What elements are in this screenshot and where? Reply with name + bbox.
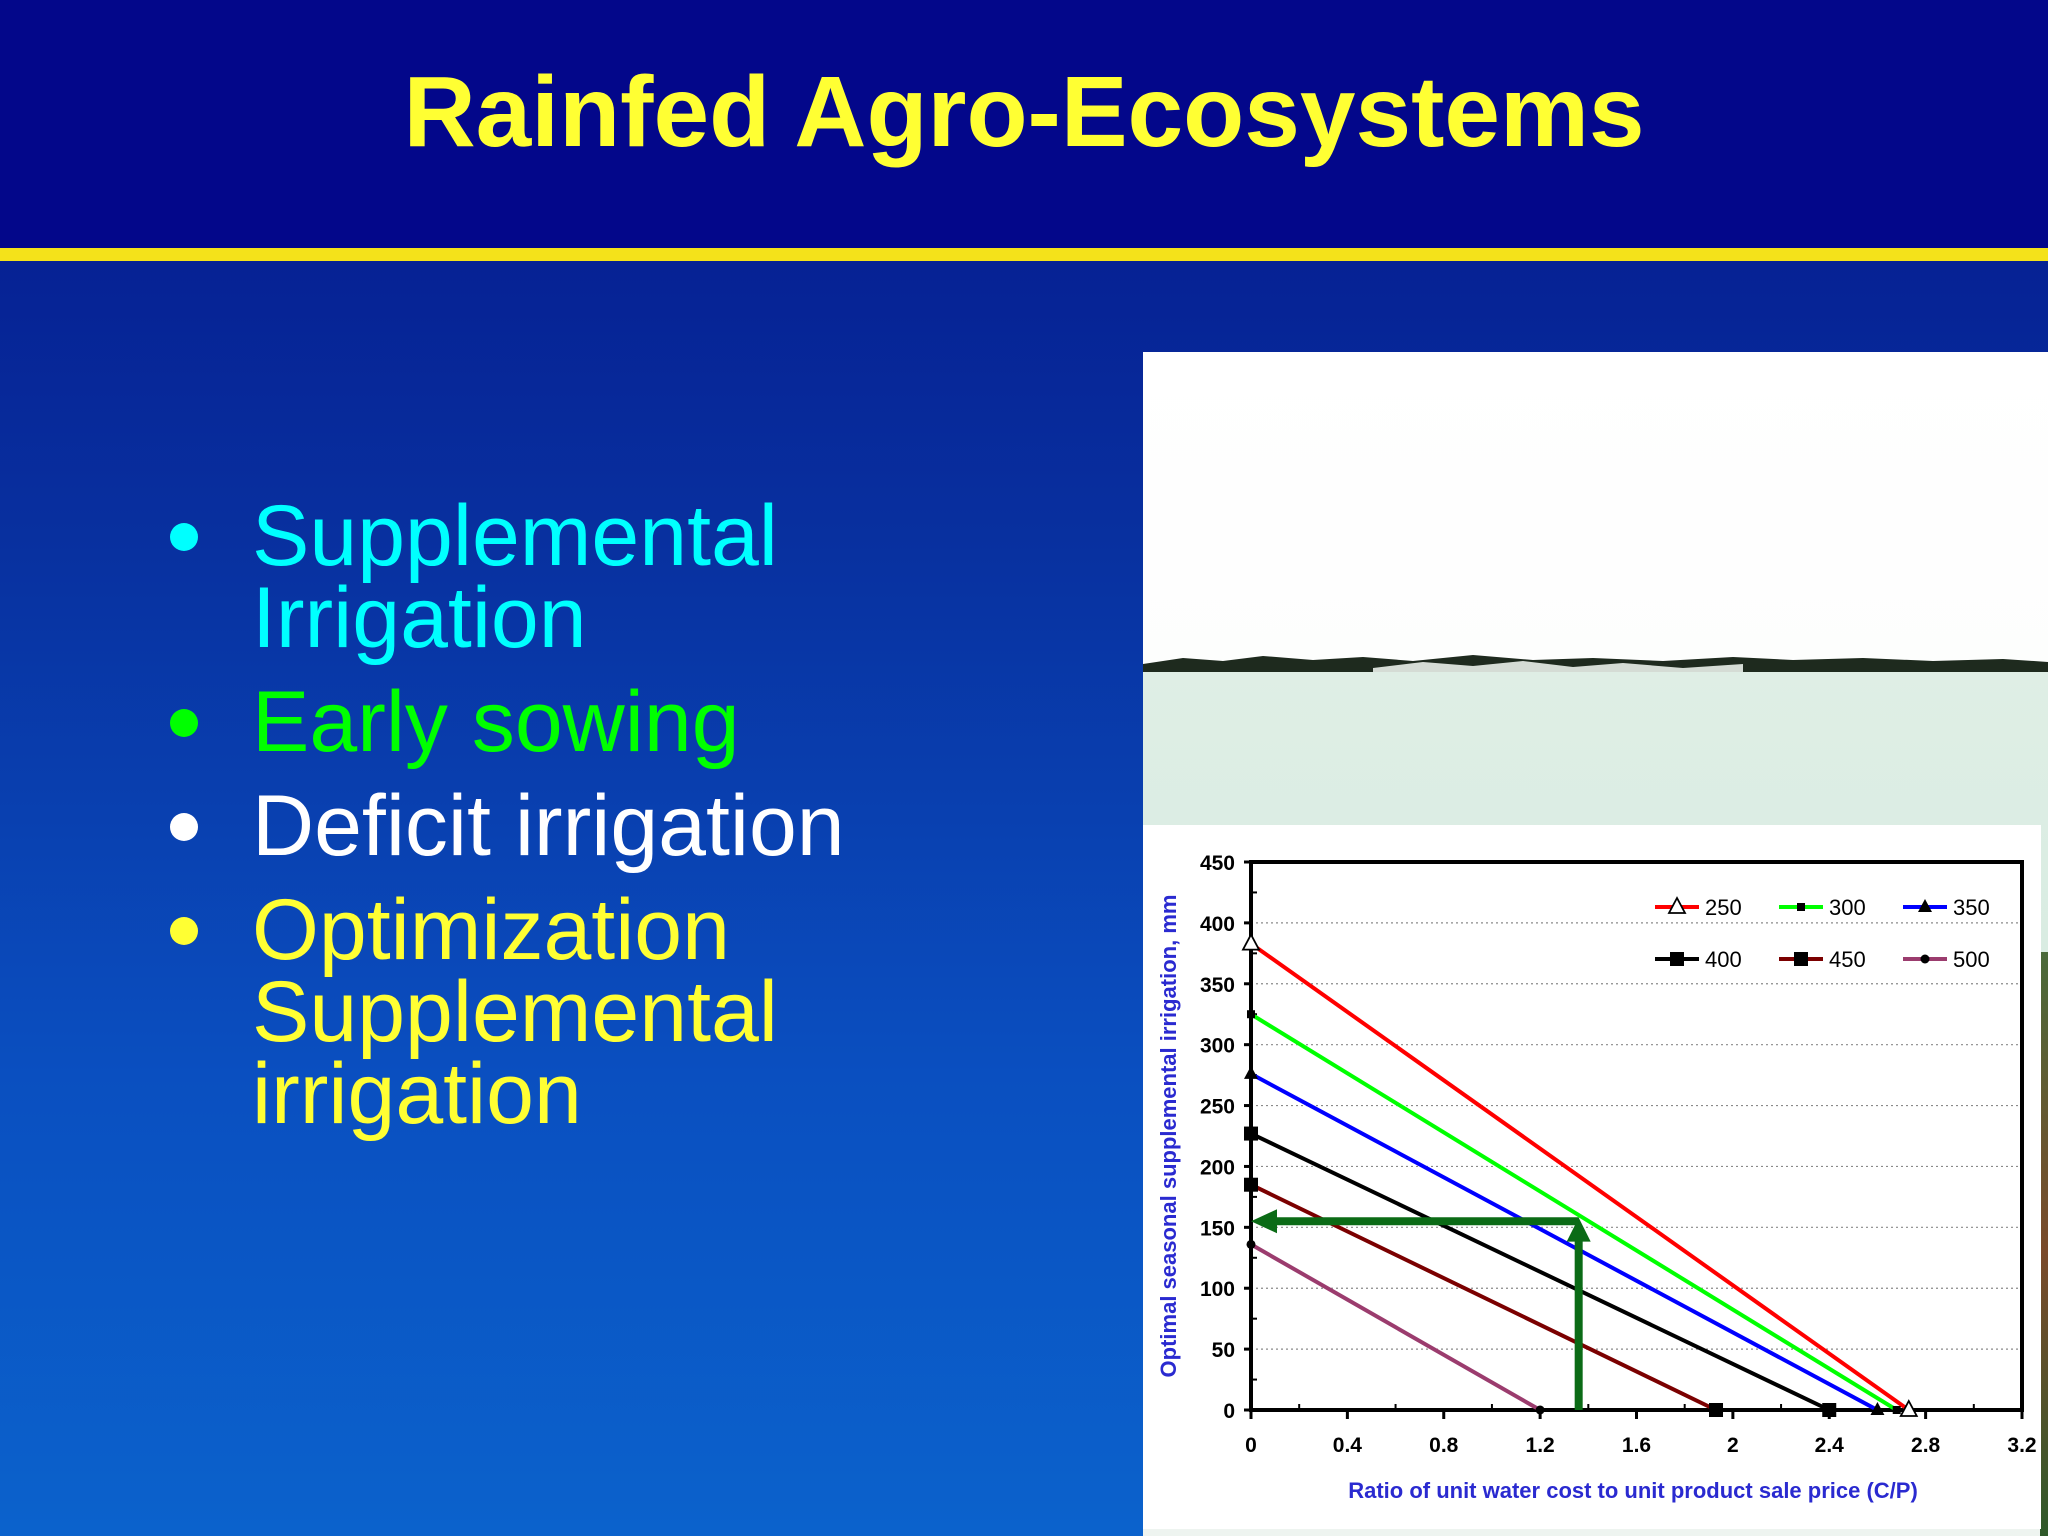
y-tick-label: 200 (1200, 1156, 1235, 1179)
photo-edge (2040, 952, 2048, 1536)
legend-marker-300 (1797, 903, 1805, 911)
y-tick-label: 50 (1212, 1339, 1235, 1362)
legend-label-350: 350 (1953, 895, 1990, 920)
legend-marker-400 (1670, 952, 1684, 966)
bullet-item: Optimization Supplemental irrigation (170, 887, 1070, 1137)
series-point-400 (1244, 1126, 1258, 1141)
x-tick-label: 0.4 (1333, 1434, 1363, 1457)
bullet-dot-icon (170, 709, 198, 737)
series-point-300 (1247, 1010, 1255, 1019)
y-tick-label: 250 (1200, 1096, 1235, 1119)
bullet-dot-icon (170, 813, 198, 841)
slide-title: Rainfed Agro-Ecosystems (403, 56, 1645, 168)
x-tick-label: 3.2 (2007, 1434, 2036, 1457)
bullet-item: Supplemental Irrigation (170, 493, 1070, 661)
series-line-400 (1250, 1131, 1831, 1412)
series-point-500 (1246, 1239, 1256, 1249)
x-tick-label: 2.4 (1815, 1434, 1845, 1457)
series-point-450 (1709, 1403, 1724, 1417)
y-tick-label: 350 (1200, 974, 1235, 997)
y-tick-label: 450 (1200, 852, 1235, 875)
title-divider (0, 248, 2048, 261)
y-tick-label: 300 (1200, 1035, 1235, 1058)
bullet-item: Early sowing (170, 679, 1070, 765)
series-point-400 (1822, 1403, 1837, 1417)
series-line-250 (1249, 941, 1910, 1412)
legend-marker-250 (1667, 896, 1687, 914)
series-point-250 (1241, 932, 1261, 951)
title-bar (0, 0, 2048, 248)
bullet-text: Deficit irrigation (252, 778, 845, 874)
bullet-text: Early sowing (252, 674, 740, 770)
series-point-450 (1244, 1177, 1258, 1192)
bullet-dot-icon (170, 523, 198, 551)
bullet-text: Supplemental Irrigation (252, 488, 778, 666)
legend-marker-350 (1918, 899, 1932, 912)
bullet-list: Supplemental Irrigation Early sowing Def… (170, 493, 1070, 1157)
y-tick-label: 400 (1200, 913, 1235, 936)
series-line-300 (1249, 1012, 1898, 1412)
series-point-500 (1535, 1405, 1545, 1415)
vertical-arrow-head (1566, 1217, 1591, 1242)
series-point-350 (1244, 1065, 1258, 1079)
legend-label-400: 400 (1705, 947, 1742, 972)
chart-panel: 0 50 100 150 200 250 300 350 400 450 0 0.4 0.8 1.2 1.6… (1143, 825, 2041, 1529)
y-tick-label: 100 (1200, 1278, 1235, 1301)
y-tick-label: 0 (1223, 1400, 1235, 1423)
series-point-250 (1899, 1399, 1919, 1417)
legend-marker-500 (1920, 954, 1930, 964)
legend-label-450: 450 (1829, 947, 1866, 972)
series-line-350 (1250, 1072, 1879, 1412)
bullet-item: Deficit irrigation (170, 783, 1070, 869)
x-tick-label: 1.6 (1622, 1434, 1651, 1457)
irrigation-chart: 0 50 100 150 200 250 300 350 400 450 0 0.4 0.8 1.2 1.6… (1156, 852, 2037, 1503)
y-axis-label: Optimal seasonal supplemental irrigation… (1156, 895, 1181, 1378)
bullet-dot-icon (170, 917, 198, 945)
x-tick-label: 0 (1245, 1434, 1257, 1457)
bullet-text: Optimization Supplemental irrigation (252, 882, 778, 1142)
horizontal-arrow-head (1251, 1209, 1277, 1234)
legend-label-300: 300 (1829, 895, 1866, 920)
legend-label-250: 250 (1705, 895, 1742, 920)
y-tick-label: 150 (1200, 1217, 1235, 1240)
series-point-350 (1870, 1402, 1885, 1415)
series-line-500 (1250, 1242, 1542, 1412)
series-point-300 (1892, 1406, 1901, 1414)
x-tick-label: 2 (1727, 1434, 1739, 1457)
x-tick-label: 1.2 (1526, 1434, 1555, 1457)
legend-marker-450 (1794, 952, 1808, 966)
legend-label-500: 500 (1953, 947, 1990, 972)
x-axis-label: Ratio of unit water cost to unit product… (1348, 1478, 1918, 1503)
x-tick-label: 2.8 (1911, 1434, 1941, 1457)
x-tick-label: 0.8 (1429, 1434, 1459, 1457)
